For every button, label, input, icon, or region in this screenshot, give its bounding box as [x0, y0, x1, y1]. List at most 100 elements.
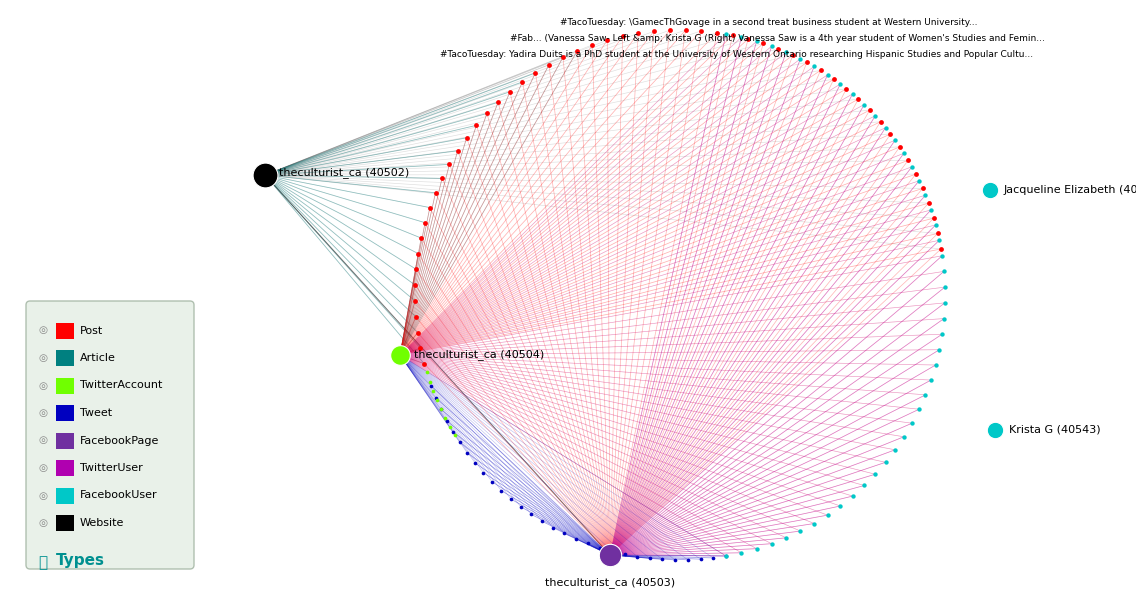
Bar	[56, 405, 74, 421]
Bar	[56, 515, 74, 531]
Point	[583, 40, 601, 50]
Text: ◎: ◎	[37, 325, 47, 335]
Point	[645, 26, 663, 36]
Point	[441, 159, 459, 169]
Point	[932, 244, 950, 254]
Point	[922, 205, 941, 214]
Text: FacebookPage: FacebookPage	[80, 435, 159, 446]
Point	[903, 162, 921, 171]
Point	[533, 516, 551, 526]
Text: #Fab... (Vanessa Saw- Left &amp; Krista G (Right) Vanessa Saw is a 4th year stud: #Fab... (Vanessa Saw- Left &amp; Krista …	[510, 34, 1045, 43]
Point	[724, 31, 742, 40]
Point	[754, 39, 772, 49]
Point	[777, 47, 795, 57]
Point	[805, 62, 824, 71]
Text: #TacoTuesday: \GamecThGovage in a second treat business student at Western Unive: #TacoTuesday: \GamecThGovage in a second…	[560, 18, 977, 27]
Point	[458, 448, 476, 458]
Point	[426, 393, 444, 403]
Point	[603, 546, 621, 556]
Point	[762, 539, 780, 549]
Point	[986, 425, 1004, 435]
Text: Jacqueline Elizabeth (40586): Jacqueline Elizabeth (40586)	[1004, 185, 1136, 195]
Text: Tweet: Tweet	[80, 408, 112, 418]
Point	[441, 422, 459, 432]
Point	[850, 94, 868, 104]
Point	[613, 32, 632, 41]
Point	[526, 68, 544, 78]
Point	[855, 480, 874, 490]
Point	[458, 133, 476, 143]
Point	[437, 416, 456, 425]
Point	[861, 105, 879, 115]
Point	[418, 368, 436, 377]
Point	[818, 510, 836, 520]
Point	[935, 314, 953, 323]
Point	[891, 142, 909, 152]
Text: ◎: ◎	[37, 518, 47, 528]
Point	[762, 41, 780, 51]
Point	[416, 218, 434, 228]
Point	[866, 111, 884, 120]
Point	[717, 551, 735, 561]
Point	[661, 25, 679, 35]
Point	[407, 265, 425, 274]
Bar	[56, 488, 74, 504]
Point	[478, 108, 496, 118]
Text: Post: Post	[80, 325, 103, 335]
Point	[936, 282, 954, 292]
Point	[704, 553, 722, 562]
Point	[811, 65, 829, 75]
Point	[409, 328, 427, 337]
Text: TwitterUser: TwitterUser	[80, 463, 143, 473]
Point	[913, 184, 932, 193]
Point	[544, 523, 562, 533]
Point	[777, 533, 795, 543]
Point	[256, 170, 274, 180]
Point	[855, 99, 874, 109]
Point	[412, 233, 431, 243]
Point	[591, 543, 609, 552]
Point	[907, 170, 925, 179]
Point	[409, 249, 427, 258]
Point	[927, 220, 945, 230]
Point	[797, 58, 816, 67]
Point	[466, 458, 484, 468]
Point	[832, 79, 850, 89]
Point	[420, 203, 438, 213]
Point	[895, 149, 913, 158]
Text: ◎: ◎	[37, 353, 47, 363]
Point	[876, 123, 894, 132]
Point	[432, 404, 450, 414]
Point	[882, 129, 900, 139]
Point	[927, 360, 945, 370]
Point	[844, 491, 862, 501]
Point	[832, 501, 850, 511]
Text: ◎: ◎	[37, 435, 47, 446]
Point	[641, 553, 659, 563]
Point	[903, 419, 921, 428]
Point	[492, 486, 510, 495]
Point	[708, 28, 726, 37]
Text: theculturist_ca (40504): theculturist_ca (40504)	[414, 350, 544, 361]
Point	[876, 458, 894, 467]
Point	[406, 296, 424, 305]
Point	[895, 432, 913, 441]
Point	[899, 156, 917, 165]
Point	[490, 98, 508, 107]
Point	[917, 190, 935, 200]
Point	[428, 395, 446, 405]
Point	[679, 555, 698, 565]
Point	[391, 350, 409, 360]
Point	[421, 381, 440, 391]
Point	[717, 551, 735, 561]
Point	[444, 427, 462, 437]
Point	[980, 185, 999, 195]
Point	[568, 46, 586, 56]
Text: ◎: ◎	[37, 491, 47, 501]
Point	[733, 32, 751, 42]
Point	[866, 470, 884, 479]
Point	[540, 60, 558, 69]
Text: FacebookUser: FacebookUser	[80, 491, 158, 501]
Point	[653, 555, 671, 564]
Point	[717, 29, 735, 39]
